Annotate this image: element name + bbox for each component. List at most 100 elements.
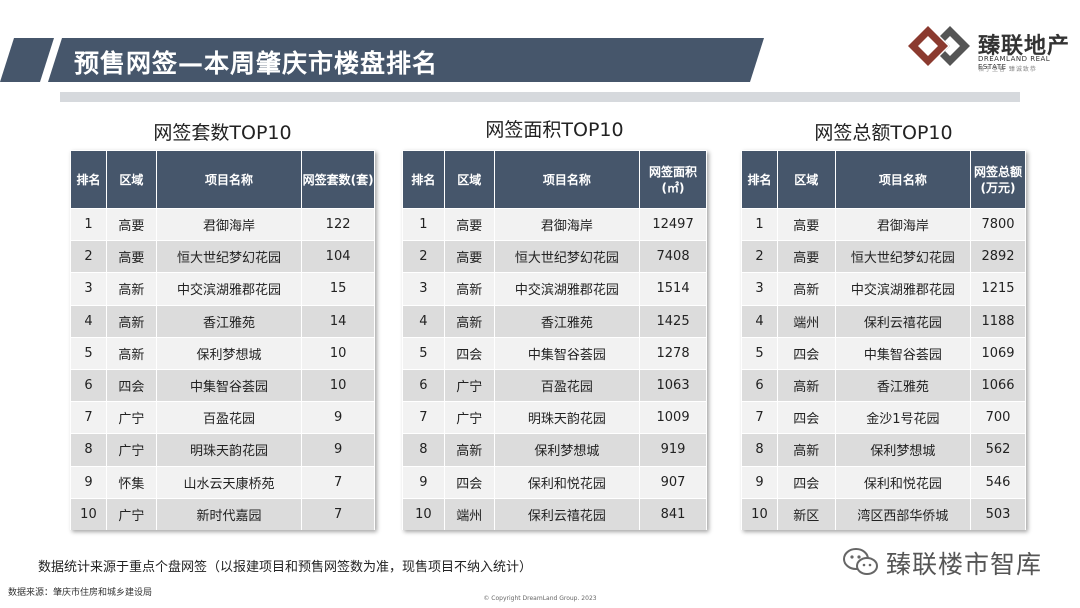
rank-cell: 1 bbox=[70, 207, 107, 241]
value-cell: 7408 bbox=[639, 240, 707, 273]
table-area-top10: 排名 区域 项目名称 网签面积(㎡) 1 高要 君御海岸 12497 2 高要 恒大世纪梦幻花园 74… bbox=[402, 150, 707, 531]
project-cell: 百盈花园 bbox=[493, 368, 641, 402]
table-row: 8 广宁 明珠天韵花园 9 bbox=[70, 433, 375, 466]
value-cell: 1278 bbox=[639, 336, 707, 370]
rank-cell: 7 bbox=[70, 401, 107, 434]
column-header: 区域 bbox=[776, 150, 836, 209]
project-cell: 金沙1号花园 bbox=[834, 401, 972, 434]
district-cell: 高要 bbox=[105, 240, 157, 273]
rank-cell: 3 bbox=[70, 272, 107, 306]
column-header: 排名 bbox=[741, 150, 778, 209]
district-cell: 高新 bbox=[443, 433, 495, 466]
value-cell: 1066 bbox=[970, 368, 1026, 402]
value-cell: 104 bbox=[301, 240, 375, 273]
data-source: 数据来源：肇庆市住房和城乡建设局 bbox=[8, 588, 153, 598]
rank-cell: 7 bbox=[402, 401, 445, 434]
project-cell: 新时代嘉园 bbox=[155, 497, 303, 531]
value-cell: 15 bbox=[301, 272, 375, 306]
table-row: 7 广宁 百盈花园 9 bbox=[70, 401, 375, 434]
project-cell: 中集智谷荟园 bbox=[493, 336, 641, 370]
wechat-icon bbox=[843, 548, 878, 575]
value-cell: 7 bbox=[301, 465, 375, 499]
column-header: 排名 bbox=[70, 150, 107, 209]
table-row: 9 四会 保利和悦花园 546 bbox=[741, 465, 1026, 499]
title-underline bbox=[60, 92, 1020, 102]
title-banner-shape bbox=[0, 38, 764, 82]
table-units-top10: 排名 区域 项目名称 网签套数(套) 1 高要 君御海岸 122 2 高要 恒大世纪梦幻花园 104 3… bbox=[70, 150, 375, 531]
table-row: 10 端州 保利云禧花园 841 bbox=[402, 497, 707, 531]
wechat-account: 臻联楼市智库 bbox=[842, 543, 1072, 579]
value-cell: 2892 bbox=[970, 240, 1026, 273]
rank-cell: 3 bbox=[402, 272, 445, 306]
column-header: 网签面积(㎡) bbox=[639, 150, 707, 209]
column-header: 项目名称 bbox=[834, 150, 972, 209]
rank-cell: 6 bbox=[70, 368, 107, 402]
value-cell: 841 bbox=[639, 497, 707, 531]
district-cell: 四会 bbox=[443, 336, 495, 370]
value-cell: 12497 bbox=[639, 207, 707, 241]
project-cell: 山水云天康桥苑 bbox=[155, 465, 303, 499]
project-cell: 百盈花园 bbox=[155, 401, 303, 434]
table-row: 8 高新 保利梦想城 562 bbox=[741, 433, 1026, 466]
rank-cell: 1 bbox=[402, 207, 445, 241]
table-title-area: 网签面积TOP10 bbox=[485, 119, 624, 141]
project-cell: 香江雅苑 bbox=[493, 304, 641, 338]
district-cell: 高要 bbox=[443, 207, 495, 241]
project-cell: 恒大世纪梦幻花园 bbox=[155, 240, 303, 273]
district-cell: 新区 bbox=[776, 497, 836, 531]
project-cell: 湾区西部华侨城 bbox=[834, 497, 972, 531]
table-row: 9 怀集 山水云天康桥苑 7 bbox=[70, 465, 375, 499]
table-row: 7 广宁 明珠天韵花园 1009 bbox=[402, 401, 707, 434]
rank-cell: 3 bbox=[741, 272, 778, 306]
table-row: 2 高要 恒大世纪梦幻花园 2892 bbox=[741, 240, 1026, 273]
value-cell: 1009 bbox=[639, 401, 707, 434]
district-cell: 广宁 bbox=[105, 401, 157, 434]
value-cell: 9 bbox=[301, 401, 375, 434]
rank-cell: 5 bbox=[402, 336, 445, 370]
table-row: 5 四会 中集智谷荟园 1069 bbox=[741, 336, 1026, 370]
rank-cell: 8 bbox=[70, 433, 107, 466]
rank-cell: 8 bbox=[741, 433, 778, 466]
table-row: 4 高新 香江雅苑 1425 bbox=[402, 304, 707, 338]
rank-cell: 4 bbox=[741, 304, 778, 338]
column-header: 区域 bbox=[443, 150, 495, 209]
value-cell: 14 bbox=[301, 304, 375, 338]
value-cell: 10 bbox=[301, 336, 375, 370]
project-cell: 保利云禧花园 bbox=[834, 304, 972, 338]
rank-cell: 2 bbox=[70, 240, 107, 273]
district-cell: 广宁 bbox=[443, 368, 495, 402]
project-cell: 香江雅苑 bbox=[834, 368, 972, 402]
rank-cell: 10 bbox=[70, 497, 107, 531]
copyright: © Copyright DreamLand Group. 2023 bbox=[483, 595, 597, 602]
district-cell: 高新 bbox=[776, 272, 836, 306]
rank-cell: 5 bbox=[741, 336, 778, 370]
table-row: 6 四会 中集智谷荟园 10 bbox=[70, 368, 375, 402]
district-cell: 高新 bbox=[776, 433, 836, 466]
table-row: 6 广宁 百盈花园 1063 bbox=[402, 368, 707, 402]
project-cell: 保利和悦花园 bbox=[834, 465, 972, 499]
value-cell: 10 bbox=[301, 368, 375, 402]
table-row: 5 四会 中集智谷荟园 1278 bbox=[402, 336, 707, 370]
district-cell: 端州 bbox=[776, 304, 836, 338]
table-row: 10 新区 湾区西部华侨城 503 bbox=[741, 497, 1026, 531]
rank-cell: 4 bbox=[402, 304, 445, 338]
rank-cell: 9 bbox=[70, 465, 107, 499]
page-title: 预售网签—本周肇庆市楼盘排名 bbox=[74, 49, 439, 78]
table-header-row: 排名 区域 项目名称 网签面积(㎡) bbox=[402, 150, 707, 209]
value-cell: 9 bbox=[301, 433, 375, 466]
value-cell: 1063 bbox=[639, 368, 707, 402]
value-cell: 1425 bbox=[639, 304, 707, 338]
table-row: 1 高要 君御海岸 12497 bbox=[402, 207, 707, 241]
rank-cell: 9 bbox=[741, 465, 778, 499]
table-amount-top10: 排名 区域 项目名称 网签总额(万元) 1 高要 君御海岸 7800 2 高要 恒大世纪梦幻花园 28… bbox=[741, 150, 1026, 531]
table-row: 2 高要 恒大世纪梦幻花园 104 bbox=[70, 240, 375, 273]
value-cell: 907 bbox=[639, 465, 707, 499]
value-cell: 562 bbox=[970, 433, 1026, 466]
brand-english-name: DREAMLAND REAL ESTATE bbox=[978, 55, 1051, 71]
table-row: 7 四会 金沙1号花园 700 bbox=[741, 401, 1026, 434]
brand-name: 臻联地产 bbox=[978, 34, 1071, 59]
value-cell: 1069 bbox=[970, 336, 1026, 370]
district-cell: 高要 bbox=[105, 207, 157, 241]
title-banner: 预售网签—本周肇庆市楼盘排名 bbox=[0, 38, 764, 82]
district-cell: 广宁 bbox=[443, 401, 495, 434]
